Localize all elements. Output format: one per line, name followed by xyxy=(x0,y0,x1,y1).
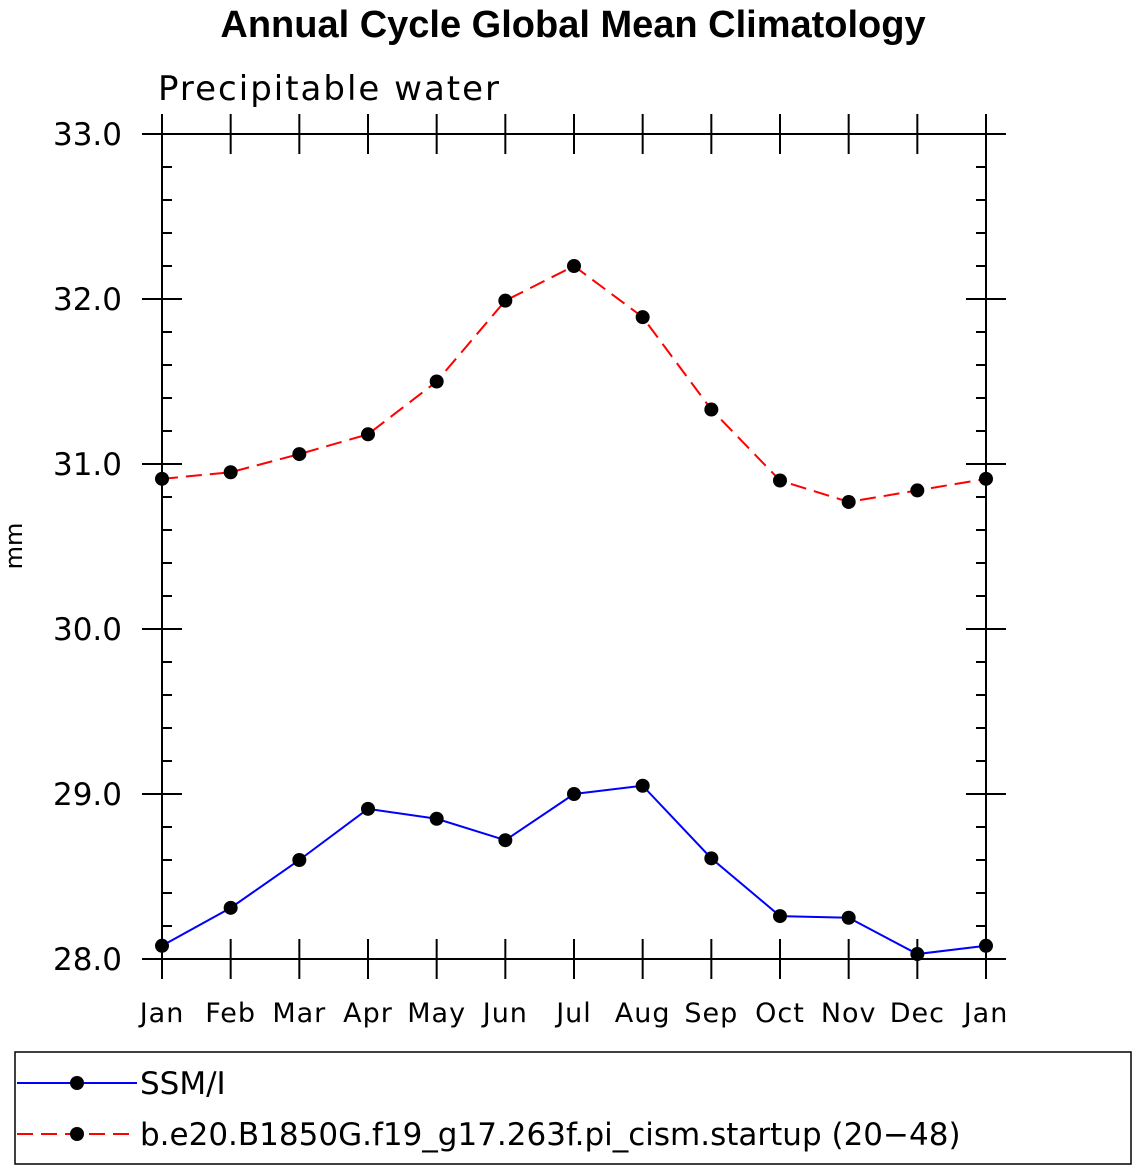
y-tick-label: 31.0 xyxy=(53,447,122,483)
series-1-point xyxy=(979,471,993,486)
series-1-point xyxy=(567,259,581,273)
x-tick-label: Dec xyxy=(890,998,945,1029)
series-0-point xyxy=(292,853,307,867)
x-tick-label: Nov xyxy=(821,998,877,1029)
series-1-point xyxy=(361,427,375,442)
y-tick-label: 33.0 xyxy=(53,117,122,153)
series-0-point xyxy=(910,947,925,962)
legend-box xyxy=(14,1051,1132,1165)
x-tick-label: Sep xyxy=(684,998,738,1029)
y-tick-label: 29.0 xyxy=(53,777,122,813)
x-tick-label: Feb xyxy=(205,998,256,1029)
x-tick-label: Apr xyxy=(343,998,393,1029)
x-tick-label: Mar xyxy=(272,998,326,1029)
series-0-point xyxy=(841,910,856,925)
series-1-point xyxy=(704,402,719,417)
series-0-point xyxy=(979,938,993,953)
series-1-point xyxy=(773,473,787,488)
series-layer xyxy=(155,259,993,962)
series-0-point xyxy=(223,900,238,915)
x-tick-label: Jan xyxy=(962,998,1009,1029)
legend-label-1: b.e20.B1850G.f19_g17.263f.pi_cism.startu… xyxy=(140,1117,961,1153)
series-0-point xyxy=(498,833,513,848)
x-tick-label: May xyxy=(407,998,466,1029)
series-line-0 xyxy=(161,784,987,956)
y-tick-label: 32.0 xyxy=(53,282,122,318)
series-1-point xyxy=(429,374,444,389)
plot-frame xyxy=(161,133,987,960)
series-1-point xyxy=(155,471,169,486)
series-1-point xyxy=(292,447,307,462)
legend-marker-0 xyxy=(70,1076,84,1090)
series-1-point xyxy=(910,483,925,498)
series-0-point xyxy=(567,787,581,801)
series-1-point xyxy=(223,465,238,480)
series-0-point xyxy=(704,851,719,866)
series-0-point xyxy=(155,938,169,953)
axes-layer: 28.0 29.0 30.0 31.0 32.0 33.0 Jan Feb Mar Apr May J… xyxy=(53,114,1009,1029)
series-line-1 xyxy=(161,264,987,503)
series-1-point xyxy=(841,494,856,509)
legend: SSM/I b.e20.B1850G.f19_g17.263f.pi_cism.s… xyxy=(17,1066,961,1153)
series-0-point xyxy=(361,801,375,816)
chart-subtitle: Precipitable water xyxy=(158,69,501,109)
chart-title: Annual Cycle Global Mean Climatology xyxy=(220,4,925,46)
legend-marker-1 xyxy=(70,1127,84,1141)
y-tick-label: 28.0 xyxy=(53,942,122,978)
x-tick-label: Jun xyxy=(481,998,528,1029)
legend-label-0: SSM/I xyxy=(140,1066,226,1102)
series-1-point xyxy=(635,310,650,325)
series-0-point xyxy=(429,811,444,826)
x-tick-label: Aug xyxy=(615,998,671,1029)
series-1-point xyxy=(498,293,513,308)
y-axis-label: mm xyxy=(0,523,28,570)
series-0-point xyxy=(773,909,787,924)
y-tick-label: 30.0 xyxy=(53,612,122,648)
x-tick-label: Oct xyxy=(755,998,805,1029)
x-tick-label: Jul xyxy=(554,998,592,1029)
series-0-point xyxy=(635,778,650,793)
x-tick-label: Jan xyxy=(138,998,185,1029)
